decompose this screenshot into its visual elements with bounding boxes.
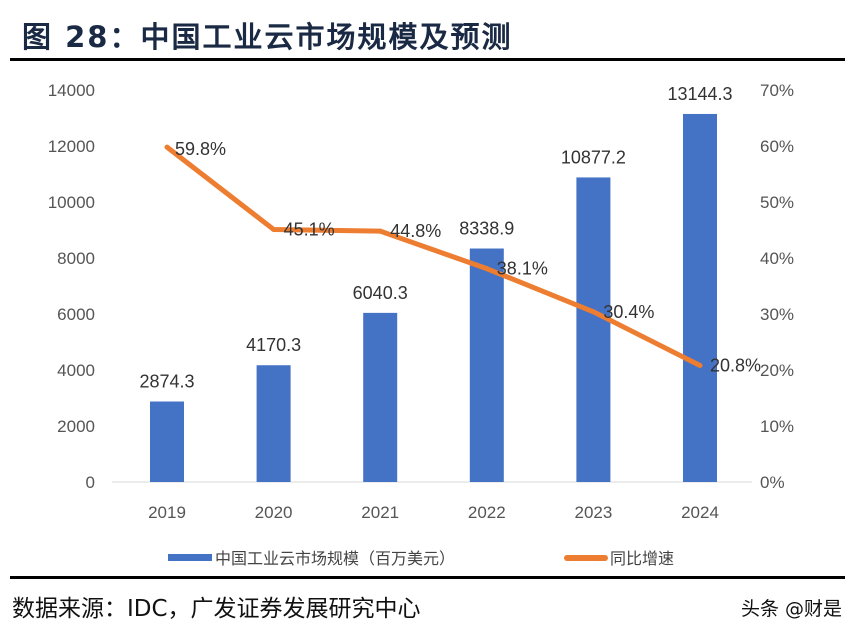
- bar-label: 10877.2: [561, 147, 626, 167]
- bar: [683, 113, 717, 483]
- x-axis-tick: 2021: [361, 503, 399, 522]
- footer-rule: [10, 576, 845, 579]
- left-axis-tick: 4000: [57, 361, 95, 380]
- line-point: [484, 266, 490, 272]
- line-label: 38.1%: [497, 259, 548, 279]
- bar: [469, 248, 504, 482]
- line-label: 44.8%: [390, 221, 441, 241]
- source-note: 数据来源：IDC，广发证券发展研究中心: [12, 596, 421, 622]
- right-axis-tick: 20%: [760, 361, 794, 380]
- right-axis-tick: 60%: [760, 137, 794, 156]
- bar: [363, 312, 398, 482]
- x-axis-tick: 2023: [574, 503, 612, 522]
- line-label: 59.8%: [175, 139, 226, 159]
- bar-label: 2874.3: [139, 372, 194, 392]
- legend-line-swatch: [564, 555, 608, 561]
- left-axis-tick: 10000: [48, 193, 95, 212]
- left-axis-tick: 8000: [57, 249, 95, 268]
- left-axis-tick: 14000: [48, 81, 95, 100]
- line-point: [697, 363, 703, 369]
- bar-label: 8338.9: [459, 219, 514, 239]
- right-axis-tick: 10%: [760, 417, 794, 436]
- bar: [150, 401, 184, 482]
- right-axis-tick: 50%: [760, 193, 794, 212]
- line-point: [164, 144, 170, 150]
- legend-line-label: 同比增速: [610, 550, 674, 568]
- line-label: 45.1%: [284, 219, 335, 239]
- right-axis-tick: 40%: [760, 249, 794, 268]
- x-axis-tick: 2022: [468, 503, 506, 522]
- x-axis-tick: 2020: [255, 503, 293, 522]
- line-point: [271, 226, 277, 232]
- bar-label: 13144.3: [667, 84, 732, 104]
- left-axis-tick: 2000: [57, 417, 95, 436]
- right-axis-tick: 70%: [760, 81, 794, 100]
- bar-label: 4170.3: [246, 335, 301, 355]
- bar: [576, 177, 611, 482]
- left-axis-tick: 12000: [48, 137, 95, 156]
- figure-title: 图 28：中国工业云市场规模及预测: [22, 20, 513, 54]
- x-axis-tick: 2024: [681, 503, 719, 522]
- growth-line: [165, 145, 702, 368]
- bar: [256, 365, 291, 482]
- watermark: 头条 @财是: [740, 598, 842, 620]
- line-point: [377, 228, 383, 234]
- line-label: 30.4%: [603, 302, 654, 322]
- line-point: [590, 309, 596, 315]
- right-axis-tick: 30%: [760, 305, 794, 324]
- title-rule: [10, 58, 845, 61]
- line-label: 20.8%: [710, 356, 761, 376]
- legend-bar-swatch: [168, 554, 212, 561]
- left-axis-tick: 0: [86, 473, 95, 492]
- x-axis-tick: 2019: [148, 503, 186, 522]
- bar-label: 6040.3: [353, 283, 408, 303]
- right-axis-tick: 0%: [760, 473, 785, 492]
- left-axis-tick: 6000: [57, 305, 95, 324]
- legend-bar-label: 中国工业云市场规模（百万美元）: [215, 550, 455, 568]
